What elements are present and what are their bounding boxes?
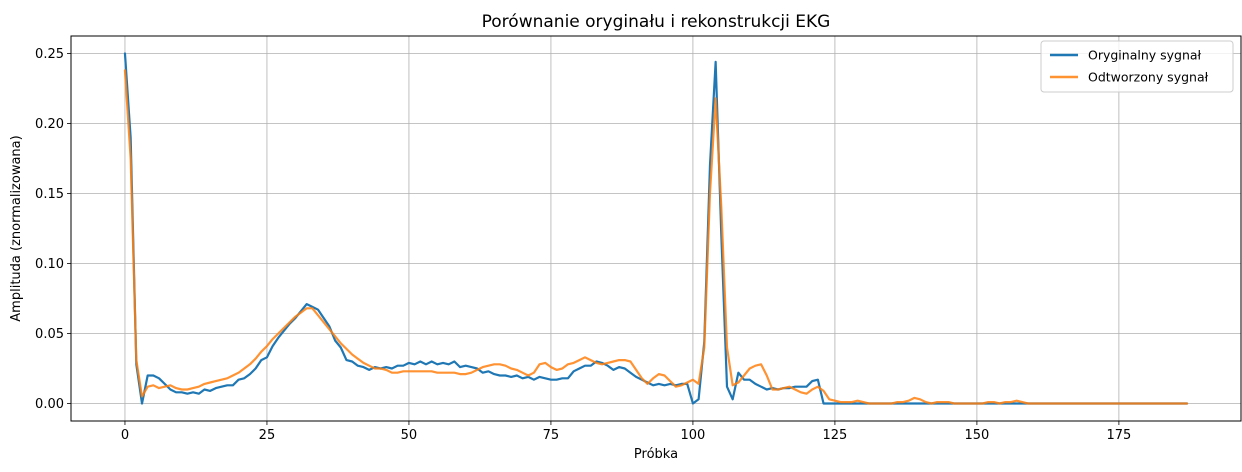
series-lines	[123, 52, 1189, 405]
y-axis-ticks: 0.00 0.05 0.10 0.15 0.20 0.25	[35, 47, 71, 412]
plot-frame	[70, 35, 1242, 422]
legend-label-original: Oryginalny sygnał	[1088, 48, 1202, 63]
legend: Oryginalny sygnał Odtworzony sygnał	[1040, 40, 1234, 93]
x-tick-label: 125	[822, 428, 847, 443]
y-axis-label: Amplituda (znormalizowana)	[9, 135, 24, 321]
y-tick-label: 0.10	[35, 257, 64, 272]
y-tick-label: 0.20	[35, 117, 64, 132]
grid	[71, 36, 1241, 421]
x-tick-label: 0	[121, 428, 129, 443]
x-tick-label: 75	[543, 428, 560, 443]
x-tick-label: 50	[401, 428, 418, 443]
legend-box	[1040, 40, 1234, 93]
x-axis-ticks: 0 25 50 75 100 125 150 175	[121, 421, 1131, 443]
y-tick-label: 0.15	[35, 187, 64, 202]
x-tick-label: 175	[1106, 428, 1131, 443]
x-tick-label: 25	[259, 428, 276, 443]
series-line-reconstructed	[123, 69, 1189, 405]
plot-area	[71, 36, 1241, 421]
x-tick-label: 100	[681, 428, 706, 443]
chart-title: Porównanie oryginału i rekonstrukcji EKG	[482, 12, 831, 32]
y-tick-label: 0.05	[35, 327, 64, 342]
y-tick-label: 0.25	[35, 47, 64, 62]
y-tick-label: 0.00	[35, 397, 64, 412]
legend-label-reconstructed: Odtworzony sygnał	[1088, 70, 1209, 85]
x-axis-label: Próbka	[634, 447, 678, 462]
x-tick-label: 150	[964, 428, 989, 443]
